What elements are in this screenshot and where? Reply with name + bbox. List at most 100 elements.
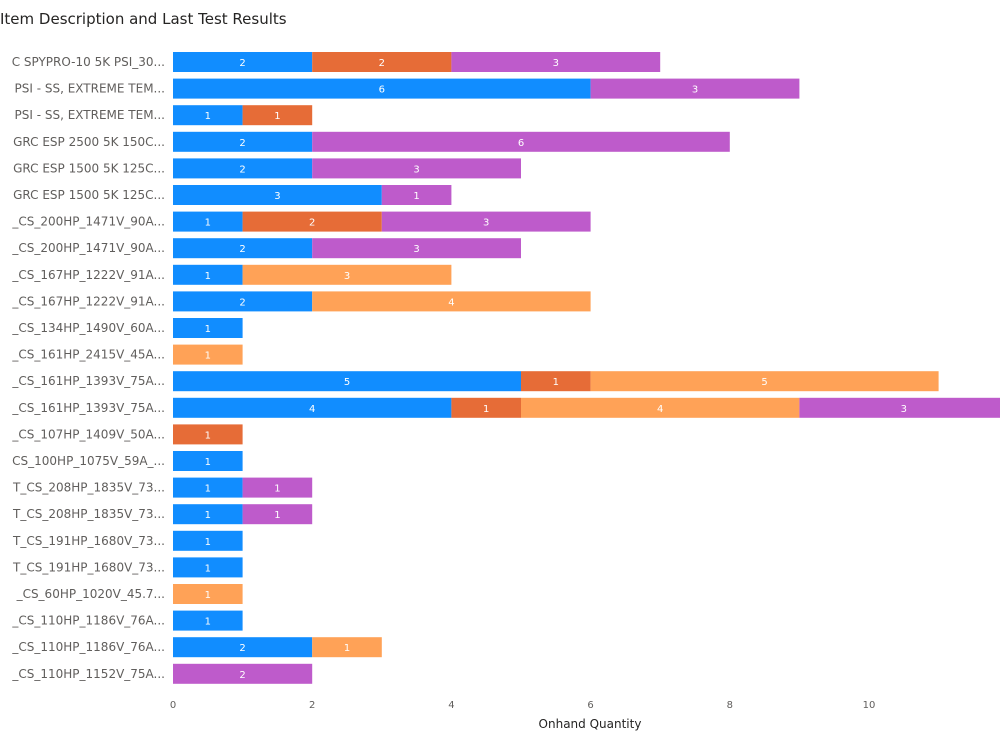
category-label: GRC ESP 2500 5K 150C... (13, 135, 165, 149)
data-label: 1 (205, 537, 211, 548)
bar-segment (173, 264, 243, 285)
data-label: 3 (344, 271, 350, 282)
category-label: CS_100HP_1075V_59A_... (12, 454, 165, 468)
bar-segment (242, 211, 382, 232)
data-label: 3 (274, 191, 280, 202)
category-label: _CS_167HP_1222V_91A... (11, 268, 165, 282)
bar-segment (521, 371, 591, 392)
data-label: 3 (901, 404, 907, 415)
data-label: 1 (274, 111, 280, 122)
data-label: 1 (205, 617, 211, 628)
bar-segment (173, 451, 243, 471)
data-label: 6 (379, 85, 385, 96)
category-label: _CS_110HP_1152V_75A... (11, 667, 165, 681)
bar-segment (173, 344, 243, 365)
category-label: _CS_161HP_1393V_75A... (11, 374, 165, 388)
data-label: 1 (205, 457, 211, 468)
data-label: 4 (448, 297, 454, 308)
data-label: 2 (239, 297, 245, 308)
data-label: 1 (205, 563, 211, 574)
x-tick-label: 6 (587, 700, 593, 711)
bar-segment (173, 584, 243, 604)
data-label: 1 (205, 271, 211, 282)
data-label: 1 (205, 351, 211, 362)
data-label: 2 (309, 218, 315, 229)
bar-segment (173, 663, 313, 684)
category-label: _CS_107HP_1409V_50A... (11, 427, 165, 441)
data-label: 5 (761, 377, 767, 388)
bar-segment (173, 530, 243, 551)
chart-title: Item Description and Last Test Results (0, 10, 287, 28)
data-label: 1 (274, 484, 280, 495)
bar-segment (173, 211, 243, 232)
bar-segment (451, 397, 521, 418)
bar-segment (173, 637, 313, 658)
bar-segment (173, 557, 243, 578)
bar-segment (381, 211, 591, 232)
data-label: 3 (692, 85, 698, 96)
data-label: 3 (413, 164, 419, 175)
bar-segment (173, 371, 521, 392)
bar-segment (173, 52, 313, 72)
x-tick-label: 10 (863, 700, 876, 711)
bar-segment (242, 504, 313, 525)
data-label: 1 (205, 218, 211, 229)
category-label: T_CS_208HP_1835V_73... (12, 481, 165, 495)
bar-segment (242, 105, 313, 126)
bar-segment (312, 52, 452, 72)
category-label: _CS_161HP_1393V_75A... (11, 401, 165, 415)
bar-segment (173, 318, 243, 338)
bar-segment (590, 78, 800, 99)
category-label: _CS_110HP_1186V_76A... (11, 640, 165, 654)
category-label: T_CS_208HP_1835V_73... (12, 507, 165, 521)
bar-segment (173, 610, 243, 631)
data-label: 2 (379, 58, 385, 69)
bar-segment (312, 238, 521, 259)
category-label: PSI - SS, EXTREME TEM... (14, 82, 165, 96)
data-label: 1 (344, 643, 350, 654)
data-label: 1 (413, 191, 419, 202)
data-label: 2 (239, 670, 245, 681)
category-label: _CS_167HP_1222V_91A... (11, 294, 165, 308)
bar-segment (173, 158, 313, 179)
data-label: 3 (413, 244, 419, 255)
bar-segment (173, 78, 591, 99)
bar-segment (312, 158, 521, 179)
bar-segment (312, 291, 591, 312)
data-label: 5 (344, 377, 350, 388)
bar-segment (173, 397, 452, 418)
bar-segment (312, 131, 730, 152)
data-label: 1 (205, 430, 211, 441)
category-label: GRC ESP 1500 5K 125C... (13, 188, 165, 202)
x-tick-label: 4 (448, 700, 454, 711)
data-label: 4 (309, 404, 315, 415)
data-label: 3 (553, 58, 559, 69)
data-label: 1 (274, 510, 280, 521)
bar-segment (242, 264, 452, 285)
x-tick-label: 2 (309, 700, 315, 711)
bar-segment (173, 131, 313, 152)
bar-segment (173, 477, 243, 498)
bar-segment (173, 185, 382, 205)
bar-segment (590, 371, 939, 392)
category-label: PSI - SS, EXTREME TEM... (14, 108, 165, 122)
data-label: 1 (205, 590, 211, 601)
category-label: _CS_60HP_1020V_45.7... (16, 587, 165, 601)
bar-segment (173, 238, 313, 259)
bar-segment (312, 637, 382, 658)
data-label: 1 (553, 377, 559, 388)
x-tick-label: 8 (727, 700, 733, 711)
bar-segment (381, 185, 452, 205)
category-label: GRC ESP 1500 5K 125C... (13, 161, 165, 175)
x-axis-title: Onhand Quantity (539, 717, 642, 731)
x-tick-label: 0 (170, 700, 176, 711)
category-label: _CS_110HP_1186V_76A... (11, 614, 165, 628)
bar-segment (521, 397, 800, 418)
data-label: 4 (657, 404, 663, 415)
data-label: 1 (205, 324, 211, 335)
data-label: 2 (239, 643, 245, 654)
bar-segment (173, 105, 243, 126)
category-label: C SPYPRO-10 5K PSI_30... (12, 55, 165, 69)
bar-segment (451, 52, 661, 72)
